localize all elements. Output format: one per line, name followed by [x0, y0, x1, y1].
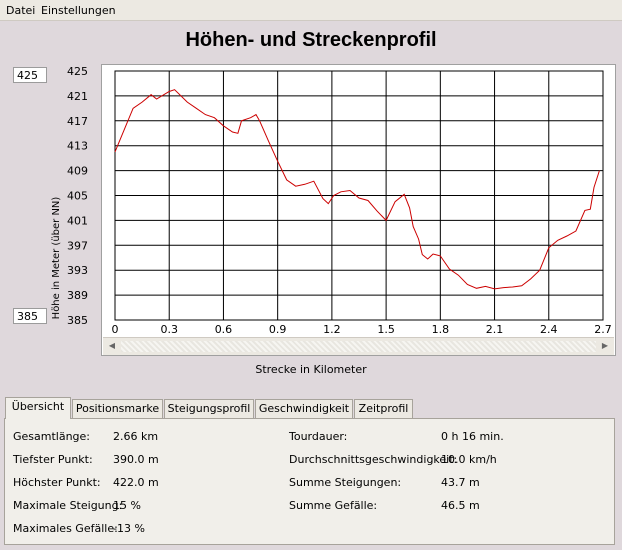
y-min-input[interactable]: 385 [13, 308, 47, 324]
y-tick-label: 393 [67, 264, 88, 277]
overview-panel: Gesamtlänge: 2.66 km Tiefster Punkt: 390… [4, 418, 615, 545]
menu-settings[interactable]: Einstellungen [41, 4, 116, 17]
avg-speed-value: 10.0 km/h [441, 453, 497, 466]
x-axis-label: Strecke in Kilometer [255, 363, 367, 376]
y-tick-label: 409 [67, 165, 88, 178]
menu-bar: Datei Einstellungen [0, 0, 622, 21]
total-ascent-value: 43.7 m [441, 476, 480, 489]
y-tick-label: 425 [67, 65, 88, 78]
x-tick-label: 0.9 [269, 323, 287, 336]
chart-panel [101, 64, 616, 356]
scroll-left-icon[interactable]: ◀ [108, 341, 116, 350]
highest-point-label: Höchster Punkt: [13, 476, 101, 489]
avg-speed-label: Durchschnittsgeschwindigkeit: [289, 453, 458, 466]
tab-gradient-profile[interactable]: Steigungsprofil [164, 399, 254, 418]
lowest-point-label: Tiefster Punkt: [13, 453, 93, 466]
y-axis-label: Höhe in Meter (über NN) [51, 196, 62, 320]
scroll-right-icon[interactable]: ▶ [601, 341, 609, 350]
x-tick-label: 2.4 [540, 323, 558, 336]
total-length-label: Gesamtlänge: [13, 430, 91, 443]
max-incline-label: Maximale Steigung: [13, 499, 123, 512]
max-decline-value: -13 % [113, 522, 145, 535]
tour-duration-value: 0 h 16 min. [441, 430, 504, 443]
chart-ticks: 0 0.3 0.6 0.9 1.2 1.5 1.8 2.1 2.4 2.7 425 421 417 413… [67, 65, 612, 336]
x-tick-label: 0.6 [215, 323, 233, 336]
y-tick-label: 397 [67, 239, 88, 252]
y-tick-label: 401 [67, 214, 88, 227]
x-tick-label: 0 [112, 323, 119, 336]
tour-duration-label: Tourdauer: [289, 430, 348, 443]
chart-grid [114, 70, 604, 321]
horizontal-scrollbar[interactable]: ◀ ▶ [103, 337, 614, 355]
highest-point-value: 422.0 m [113, 476, 159, 489]
total-descent-value: 46.5 m [441, 499, 480, 512]
x-tick-label: 1.8 [432, 323, 450, 336]
total-ascent-label: Summe Steigungen: [289, 476, 402, 489]
total-descent-label: Summe Gefälle: [289, 499, 378, 512]
tab-time-profile[interactable]: Zeitprofil [354, 399, 413, 418]
menu-file[interactable]: Datei [6, 4, 36, 17]
max-decline-label: Maximales Gefälle: [13, 522, 118, 535]
tab-overview[interactable]: Übersicht [5, 397, 71, 419]
y-tick-label: 413 [67, 140, 88, 153]
y-max-input[interactable]: 425 [13, 67, 47, 83]
tab-position-marker[interactable]: Positionsmarke [72, 399, 163, 418]
tab-speed[interactable]: Geschwindigkeit [255, 399, 353, 418]
elevation-line [114, 89, 600, 290]
y-tick-label: 417 [67, 115, 88, 128]
y-tick-label: 421 [67, 90, 88, 103]
x-tick-label: 1.2 [323, 323, 341, 336]
y-tick-label: 385 [67, 314, 88, 327]
lowest-point-value: 390.0 m [113, 453, 159, 466]
x-tick-label: 2.1 [486, 323, 504, 336]
x-tick-label: 0.3 [160, 323, 178, 336]
total-length-value: 2.66 km [113, 430, 159, 443]
y-tick-label: 405 [67, 190, 88, 203]
chart-title: Höhen- und Streckenprofil [185, 29, 437, 51]
y-tick-label: 389 [67, 289, 88, 302]
x-tick-label: 2.7 [594, 323, 612, 336]
scroll-track[interactable] [121, 341, 596, 352]
x-tick-label: 1.5 [377, 323, 395, 336]
elevation-chart: 0 0.3 0.6 0.9 1.2 1.5 1.8 2.1 2.4 2.7 425 421 417 413… [67, 65, 612, 336]
max-incline-value: 15 % [113, 499, 141, 512]
